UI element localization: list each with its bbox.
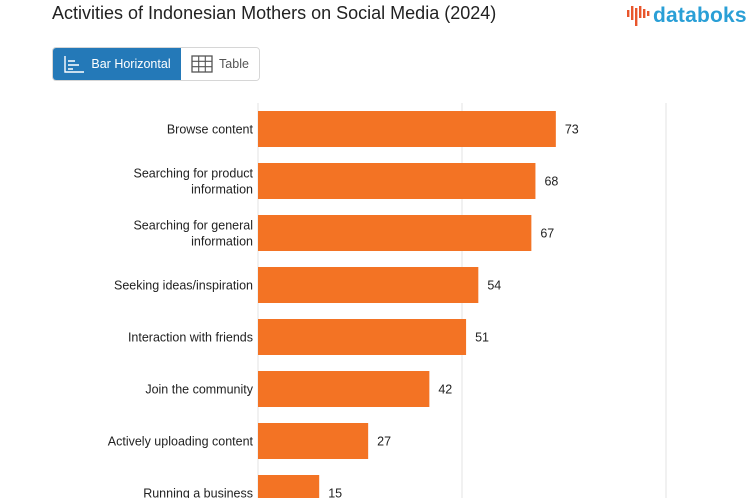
category-label: Running a business (143, 487, 253, 498)
bar[interactable] (258, 371, 430, 407)
value-label: 42 (438, 383, 452, 397)
value-label: 68 (544, 175, 558, 189)
value-label: 27 (377, 435, 391, 449)
bar[interactable] (258, 111, 556, 147)
category-label: Searching for product information (133, 167, 253, 197)
value-label: 67 (540, 227, 554, 241)
value-label: 15 (328, 487, 342, 498)
bar-chart-icon (64, 56, 85, 73)
table-label: Table (219, 57, 249, 71)
category-label: Seeking ideas/inspiration (114, 279, 253, 293)
bar[interactable] (258, 475, 320, 498)
category-label: Actively uploading content (108, 435, 254, 449)
brand-logo[interactable]: databoks (626, 4, 747, 28)
category-label: Searching for general information (133, 219, 253, 249)
databoks-logo-icon (627, 6, 650, 26)
view-toggle: Bar Horizontal Table (52, 47, 260, 81)
bar[interactable] (258, 267, 479, 303)
bar[interactable] (258, 215, 532, 251)
bar[interactable] (258, 423, 369, 459)
table-icon (191, 55, 213, 73)
category-label: Browse content (167, 123, 254, 137)
page-title: Activities of Indonesian Mothers on Soci… (52, 3, 497, 23)
value-label: 51 (475, 331, 489, 345)
brand-name: databoks (653, 4, 747, 27)
category-label: Interaction with friends (128, 331, 253, 345)
value-label: 73 (565, 123, 579, 137)
bar[interactable] (258, 319, 467, 355)
bar-horizontal-button[interactable]: Bar Horizontal (53, 48, 181, 80)
bar[interactable] (258, 163, 536, 199)
value-label: 54 (487, 279, 501, 293)
category-label: Join the community (145, 383, 253, 397)
bar-horizontal-label: Bar Horizontal (91, 57, 171, 71)
table-button[interactable]: Table (181, 48, 259, 80)
